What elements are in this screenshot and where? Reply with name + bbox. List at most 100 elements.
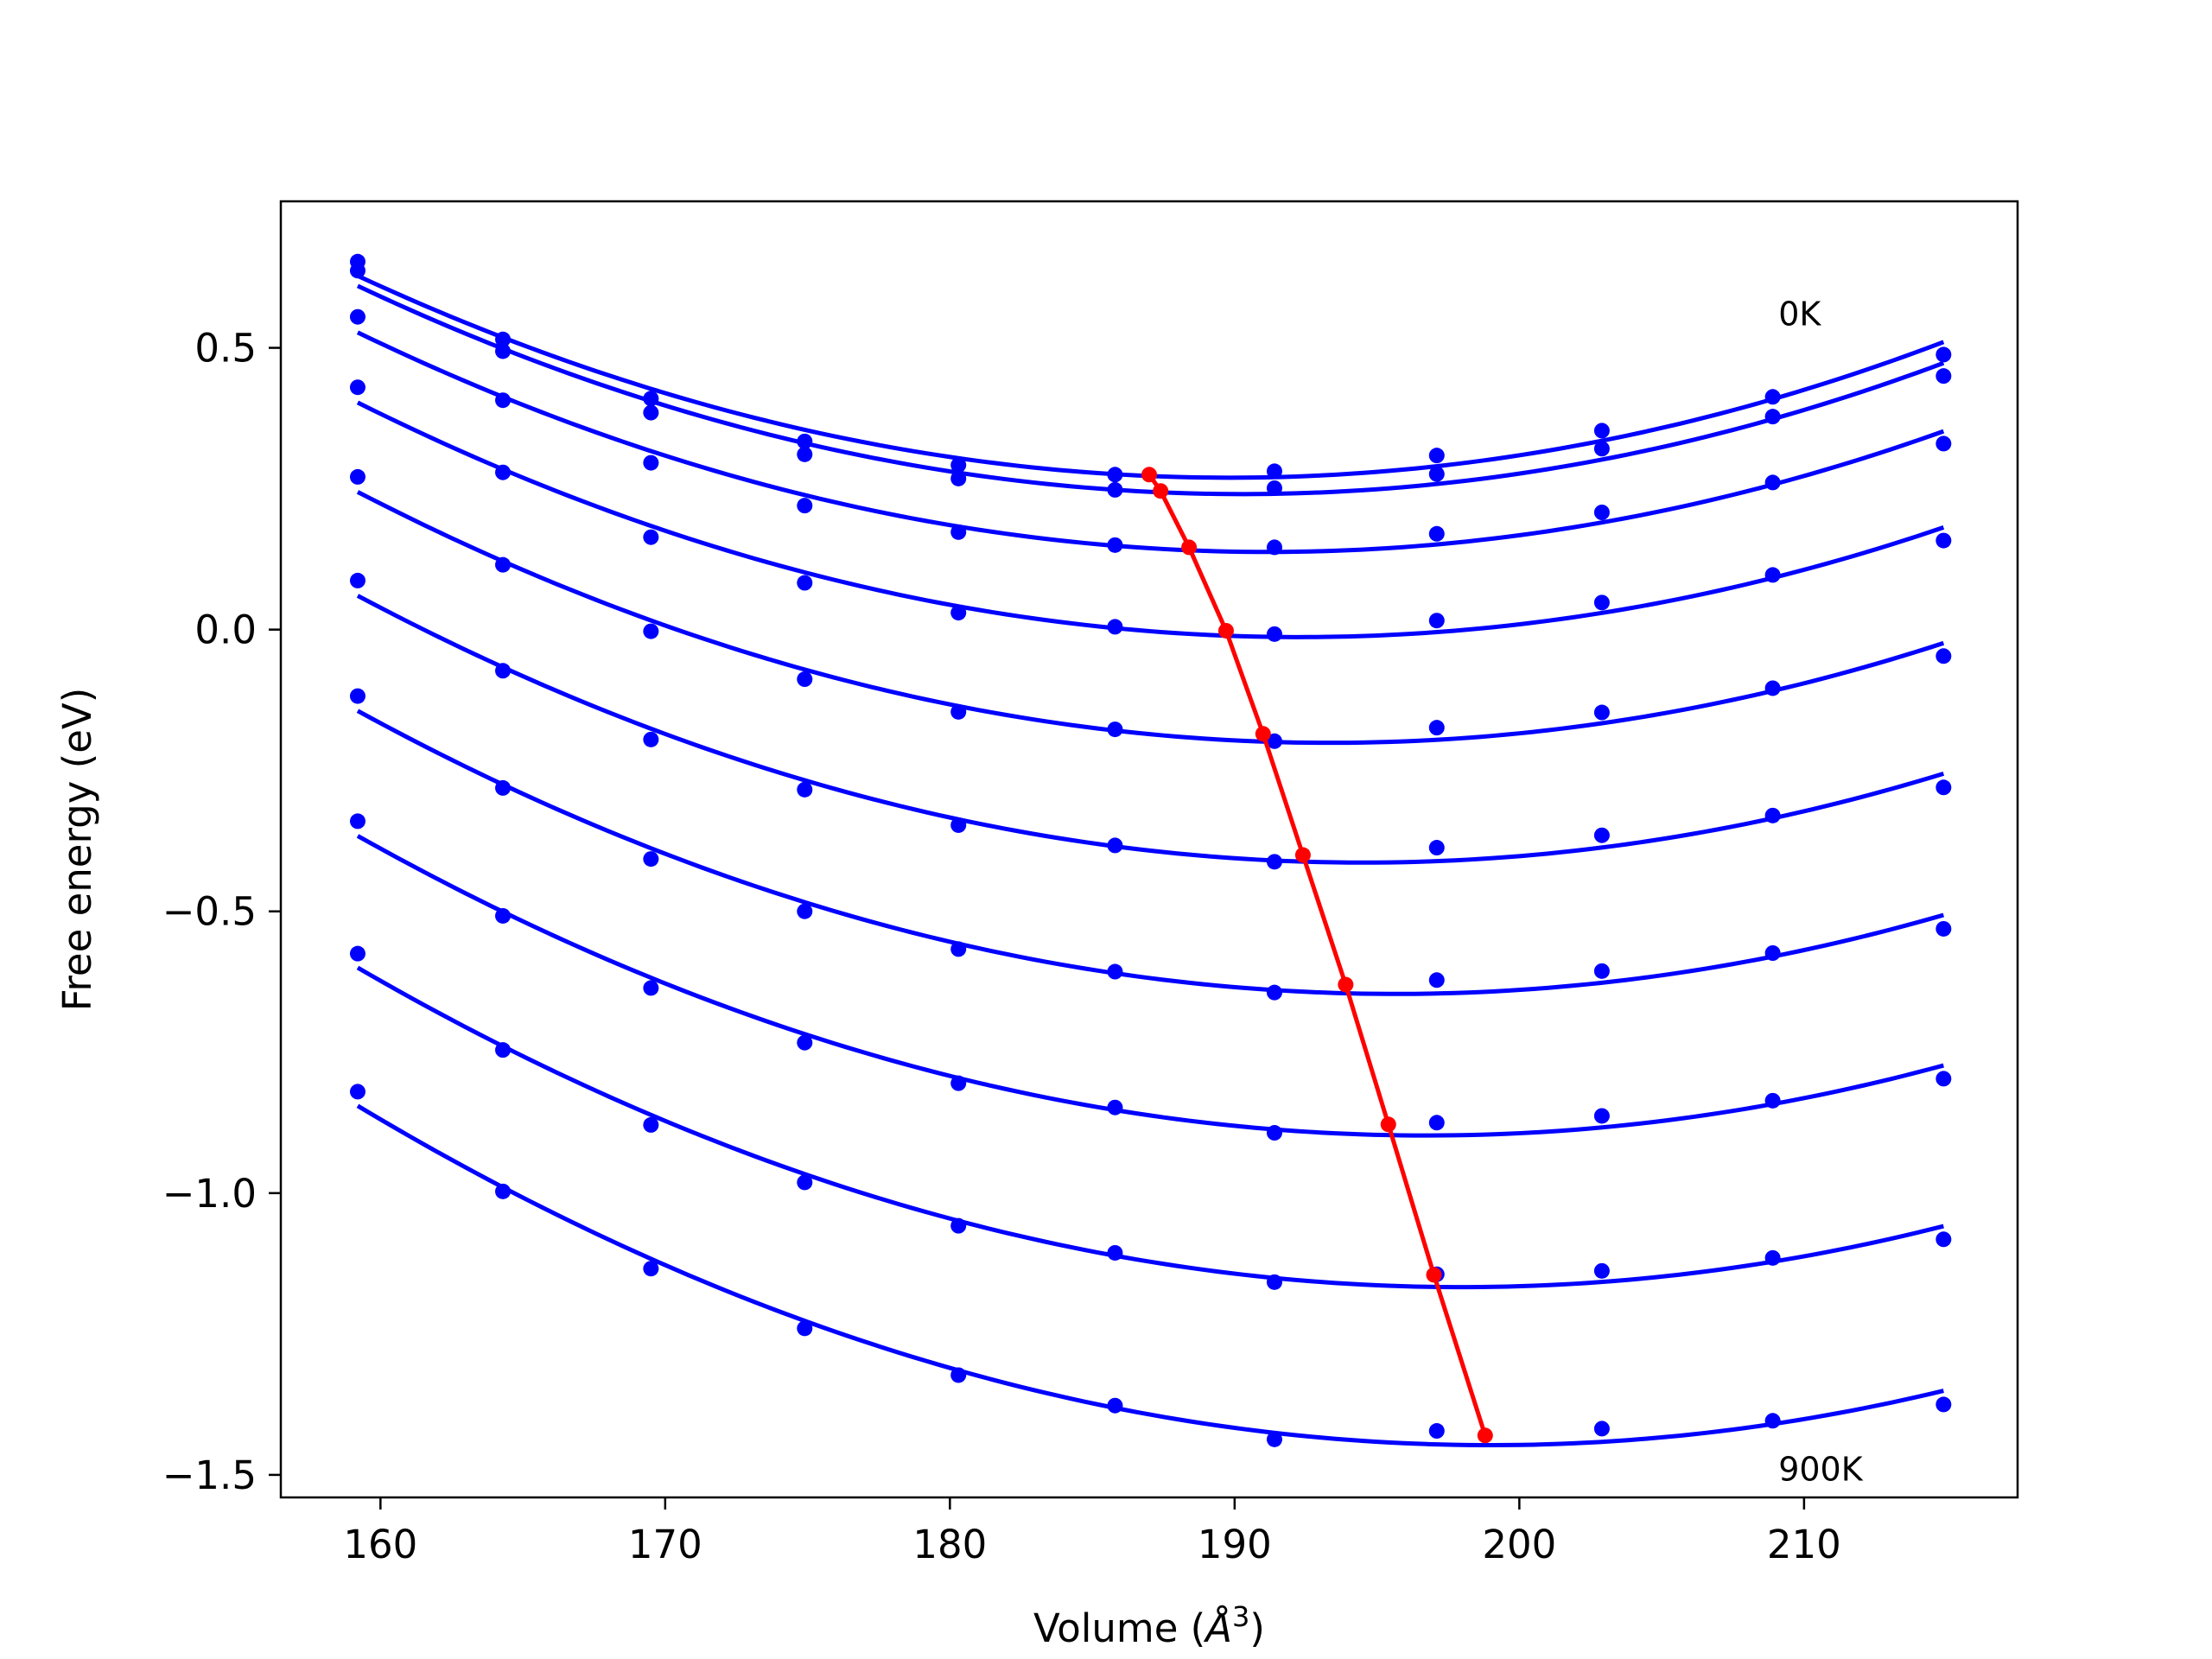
data-point — [1107, 481, 1123, 498]
data-point — [1107, 619, 1123, 635]
data-point — [1936, 1396, 1952, 1413]
data-point — [797, 498, 813, 514]
curve-annotation: 900K — [1778, 1450, 1864, 1488]
curve-annotation: 0K — [1778, 295, 1821, 333]
data-point — [643, 851, 659, 868]
equilibrium-point — [1477, 1427, 1493, 1444]
data-point — [1266, 480, 1282, 496]
y-tick-label: 0.0 — [194, 607, 257, 653]
data-point — [1764, 945, 1781, 961]
data-point — [950, 817, 967, 833]
data-point — [495, 464, 512, 480]
data-point — [349, 468, 365, 485]
x-tick-label: 170 — [628, 1522, 702, 1567]
equilibrium-point — [1153, 483, 1169, 499]
data-point — [1428, 466, 1445, 482]
x-axis-label: Volume (Å3) — [1033, 1600, 1265, 1651]
series-curve — [356, 965, 1944, 1290]
data-point — [1266, 854, 1282, 870]
data-point — [643, 980, 659, 996]
data-point — [495, 1042, 512, 1058]
series-curve — [356, 273, 1945, 480]
data-point — [495, 663, 512, 679]
data-point — [950, 1075, 967, 1091]
data-point — [1764, 1413, 1781, 1429]
data-point — [1593, 963, 1610, 979]
data-point — [797, 575, 813, 591]
data-point — [1107, 467, 1123, 483]
data-point — [349, 1084, 365, 1100]
series-curve — [356, 283, 1945, 497]
data-point — [950, 457, 967, 474]
data-point — [1107, 1099, 1123, 1116]
data-point — [1593, 1262, 1610, 1279]
data-point — [643, 404, 659, 421]
y-tick-label: −0.5 — [162, 889, 257, 935]
data-point — [643, 1261, 659, 1277]
data-point — [950, 1217, 967, 1234]
x-tick-label: 190 — [1198, 1522, 1272, 1567]
data-point — [1936, 920, 1952, 937]
series-curve — [356, 490, 1945, 746]
data-point — [1764, 1092, 1781, 1109]
data-point — [1936, 779, 1952, 796]
data-point — [1107, 537, 1123, 553]
equilibrium-line — [1147, 473, 1488, 1437]
data-point — [950, 470, 967, 486]
series-curve — [356, 400, 1945, 639]
data-point — [1428, 720, 1445, 736]
data-point — [495, 392, 512, 409]
y-axis-ticks: 0.5 0.0 −0.5 −1.0 −1.5 — [162, 326, 281, 1498]
data-point — [349, 945, 365, 962]
data-point — [797, 1034, 813, 1051]
data-point — [643, 1116, 659, 1133]
data-point — [349, 379, 365, 396]
series-curve — [356, 330, 1945, 555]
x-axis-ticks: 160 170 180 190 200 210 — [343, 1497, 1841, 1567]
series-curve — [356, 1103, 1944, 1448]
x-tick-label: 180 — [912, 1522, 987, 1567]
data-point — [950, 1367, 967, 1383]
equilibrium-point — [1141, 467, 1157, 483]
data-point — [1428, 613, 1445, 629]
plot-frame — [279, 200, 2019, 1499]
data-point — [1266, 984, 1282, 1001]
data-point — [950, 605, 967, 621]
data-point — [1764, 474, 1781, 491]
data-point — [1936, 368, 1952, 385]
data-point — [1593, 423, 1610, 439]
series-curve — [356, 709, 1945, 996]
y-axis-label: Free energy (eV) — [54, 688, 100, 1011]
x-tick-label: 210 — [1767, 1522, 1841, 1567]
data-point — [950, 703, 967, 720]
data-point — [1764, 807, 1781, 823]
x-tick-label: 200 — [1482, 1522, 1556, 1567]
equilibrium-point — [1294, 847, 1311, 863]
data-point — [643, 623, 659, 639]
y-tick-label: −1.0 — [162, 1171, 257, 1217]
data-point — [1593, 827, 1610, 843]
data-point — [1107, 1397, 1123, 1414]
data-point — [495, 1183, 512, 1199]
series-curve — [356, 834, 1944, 1138]
data-point — [1936, 346, 1952, 363]
data-point — [797, 1320, 813, 1337]
y-tick-label: −1.5 — [162, 1452, 257, 1498]
data-point — [1266, 1431, 1282, 1447]
data-point — [1266, 733, 1282, 749]
data-point — [950, 941, 967, 957]
data-point — [1107, 721, 1123, 738]
data-point — [1428, 1115, 1445, 1131]
data-point — [1107, 837, 1123, 854]
data-point — [1428, 448, 1445, 464]
data-point — [643, 391, 659, 407]
data-point — [950, 524, 967, 540]
series-curve — [356, 594, 1945, 865]
data-point — [1428, 972, 1445, 988]
data-point — [349, 688, 365, 704]
data-point — [797, 446, 813, 462]
data-point — [1266, 626, 1282, 642]
data-point — [1593, 1421, 1610, 1437]
y-tick-label: 0.5 — [194, 326, 257, 372]
data-point — [1593, 441, 1610, 457]
